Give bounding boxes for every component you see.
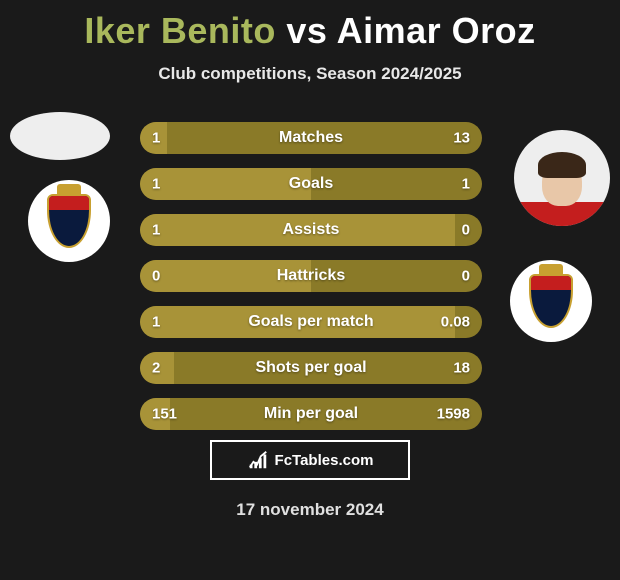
stat-bar: 10.08Goals per match bbox=[140, 306, 482, 338]
player2-club-badge bbox=[510, 260, 592, 342]
stat-bar-left-fill bbox=[140, 168, 311, 200]
stat-bar-left-fill bbox=[140, 122, 167, 154]
date-text: 17 november 2024 bbox=[0, 500, 620, 520]
player1-club-badge bbox=[28, 180, 110, 262]
stat-bar: 00Hattricks bbox=[140, 260, 482, 292]
stat-bar-left-fill bbox=[140, 398, 170, 430]
stat-bar-right-fill bbox=[170, 398, 482, 430]
vs-text: vs bbox=[286, 10, 327, 51]
subtitle: Club competitions, Season 2024/2025 bbox=[0, 64, 620, 84]
attribution-text: FcTables.com bbox=[275, 452, 374, 469]
stat-bar-left-fill bbox=[140, 260, 311, 292]
stats-bars: 113Matches 11Goals 10Assists 00Hattricks 10.… bbox=[140, 122, 482, 444]
stat-bar-right-fill bbox=[455, 214, 482, 246]
stat-bar: 10Assists bbox=[140, 214, 482, 246]
stat-bar-left-fill bbox=[140, 214, 455, 246]
chart-icon bbox=[247, 449, 269, 471]
stat-bar-right-fill bbox=[311, 168, 482, 200]
player2-name: Aimar Oroz bbox=[337, 10, 536, 51]
stat-bar-right-fill bbox=[174, 352, 482, 384]
attribution-badge: FcTables.com bbox=[210, 440, 410, 480]
player1-name: Iker Benito bbox=[84, 10, 276, 51]
stat-bar: 11Goals bbox=[140, 168, 482, 200]
stat-bar-right-fill bbox=[167, 122, 482, 154]
stat-bar: 218Shots per goal bbox=[140, 352, 482, 384]
stat-bar: 1511598Min per goal bbox=[140, 398, 482, 430]
stat-bar-left-fill bbox=[140, 306, 455, 338]
stat-bar-left-fill bbox=[140, 352, 174, 384]
player2-avatar bbox=[514, 130, 610, 226]
stat-bar-right-fill bbox=[311, 260, 482, 292]
player1-avatar bbox=[10, 112, 110, 160]
stat-bar-right-fill bbox=[455, 306, 482, 338]
page-title: Iker Benito vs Aimar Oroz bbox=[0, 0, 620, 52]
stat-bar: 113Matches bbox=[140, 122, 482, 154]
